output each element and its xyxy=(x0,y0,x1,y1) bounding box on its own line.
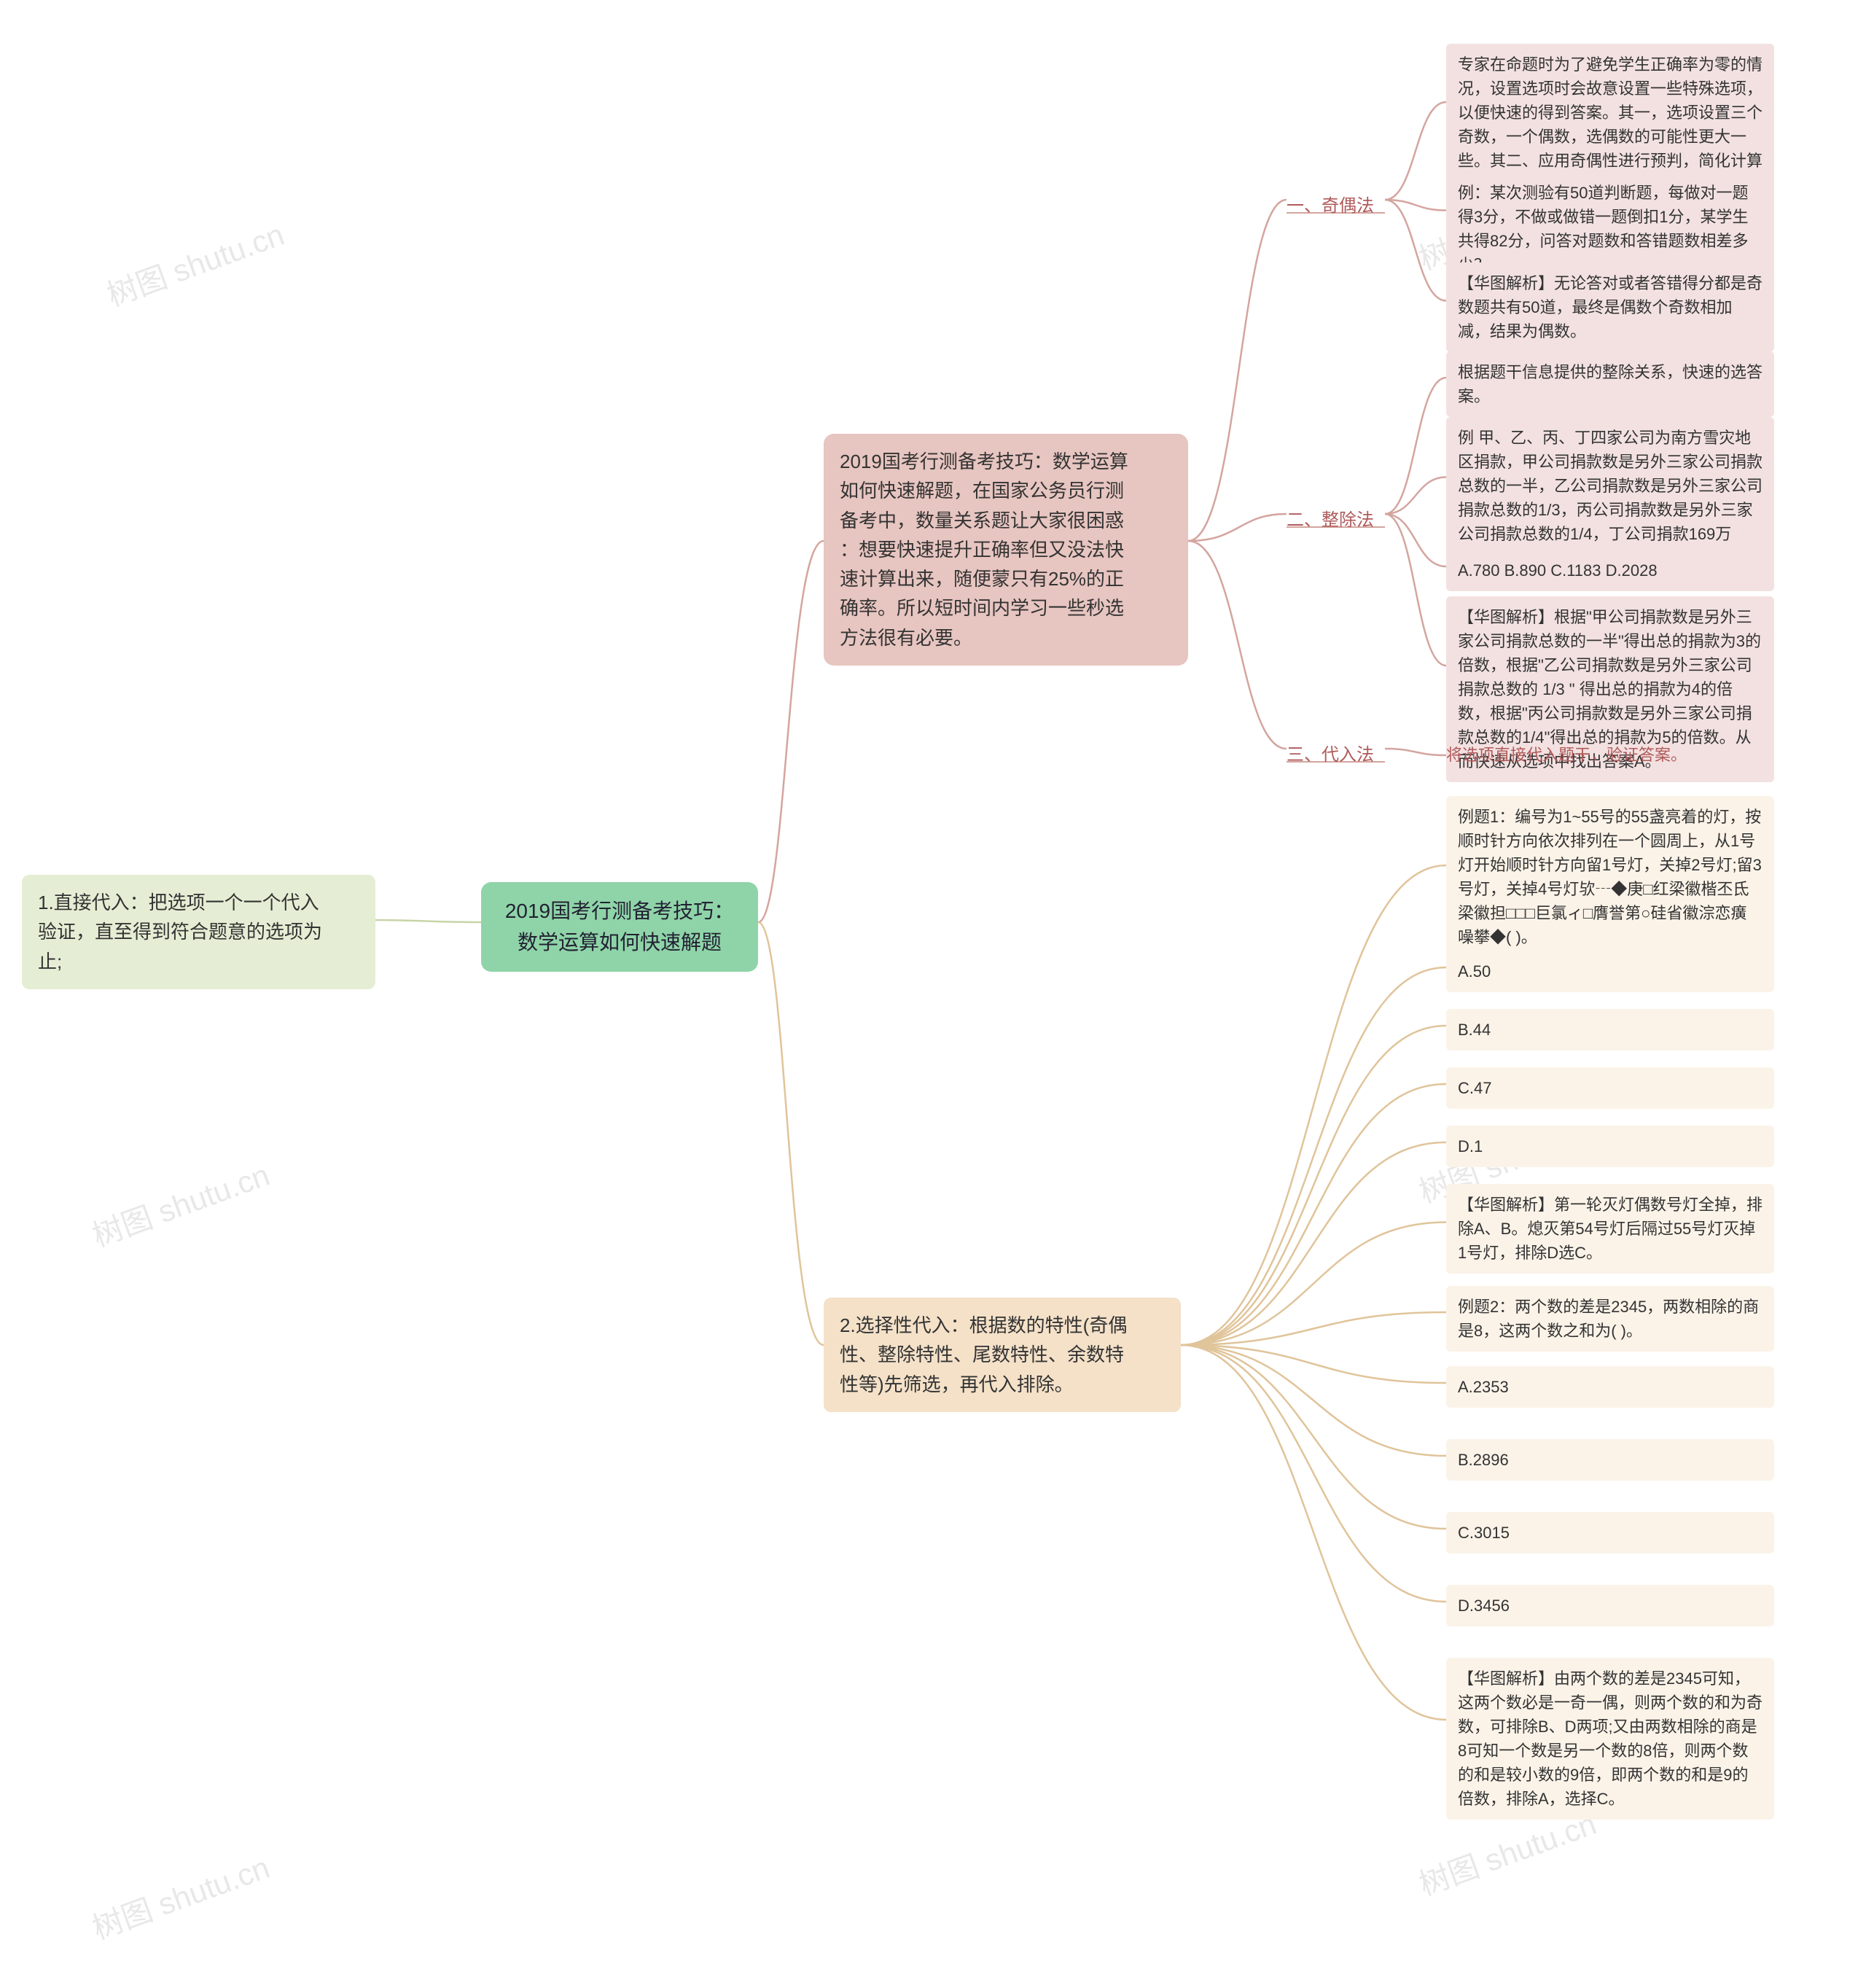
leaf-select-b: 例题1：编号为1~55号的55盏亮着的灯，按顺时针方向依次排列在一个圆周上，从1… xyxy=(1446,796,1774,958)
leaf-method-a: 将选项直接代入题干，验证答案。 xyxy=(1446,742,1752,765)
leaf-select-b: 【华图解析】第一轮灭灯偶数号灯全掉，排除A、B。熄灭第54号灯后隔过55号灯灭掉… xyxy=(1446,1184,1774,1274)
leaf-method-a: 根据题干信息提供的整除关系，快速的选答案。 xyxy=(1446,351,1774,417)
leaf-method-a: 【华图解析】无论答对或者答错得分都是奇数题共有50道，最终是偶数个奇数相加减，结… xyxy=(1446,262,1774,352)
leaf-select-b: A.2353 xyxy=(1446,1366,1774,1408)
leaf-select-b: 例题2：两个数的差是2345，两数相除的商是8，这两个数之和为( )。 xyxy=(1446,1286,1774,1352)
leaf-select-b: C.47 xyxy=(1446,1067,1774,1109)
leaf-method-a: A.780 B.890 C.1183 D.2028 xyxy=(1446,550,1774,591)
watermark: 树图 shutu.cn xyxy=(100,210,289,315)
leaf-select-b: A.50 xyxy=(1446,951,1774,992)
branch-direct-substitution: 1.直接代入：把选项一个一个代入验证，直至得到符合题意的选项为止; xyxy=(22,875,375,989)
root-node: 2019国考行测备考技巧：数学运算如何快速解题 xyxy=(481,882,758,972)
branch-intro: 2019国考行测备考技巧：数学运算如何快速解题，在国家公务员行测备考中，数量关系… xyxy=(824,434,1188,666)
method-substitution: 三、代入法 xyxy=(1287,740,1374,765)
leaf-select-b: 【华图解析】由两个数的差是2345可知，这两个数必是一奇一偶，则两个数的和为奇数… xyxy=(1446,1658,1774,1820)
leaf-select-b: D.1 xyxy=(1446,1126,1774,1167)
branch-selective-substitution: 2.选择性代入：根据数的特性(奇偶性、整除特性、尾数特性、余数特性等)先筛选，再… xyxy=(824,1298,1181,1412)
leaf-select-b: D.3456 xyxy=(1446,1585,1774,1626)
watermark: 树图 shutu.cn xyxy=(85,1843,275,1948)
leaf-select-b: C.3015 xyxy=(1446,1512,1774,1554)
leaf-select-b: B.2896 xyxy=(1446,1439,1774,1481)
method-divisibility: 二、整除法 xyxy=(1287,505,1374,531)
watermark: 树图 shutu.cn xyxy=(85,1150,275,1255)
method-parity: 一、奇偶法 xyxy=(1287,191,1374,217)
leaf-select-b: B.44 xyxy=(1446,1009,1774,1050)
